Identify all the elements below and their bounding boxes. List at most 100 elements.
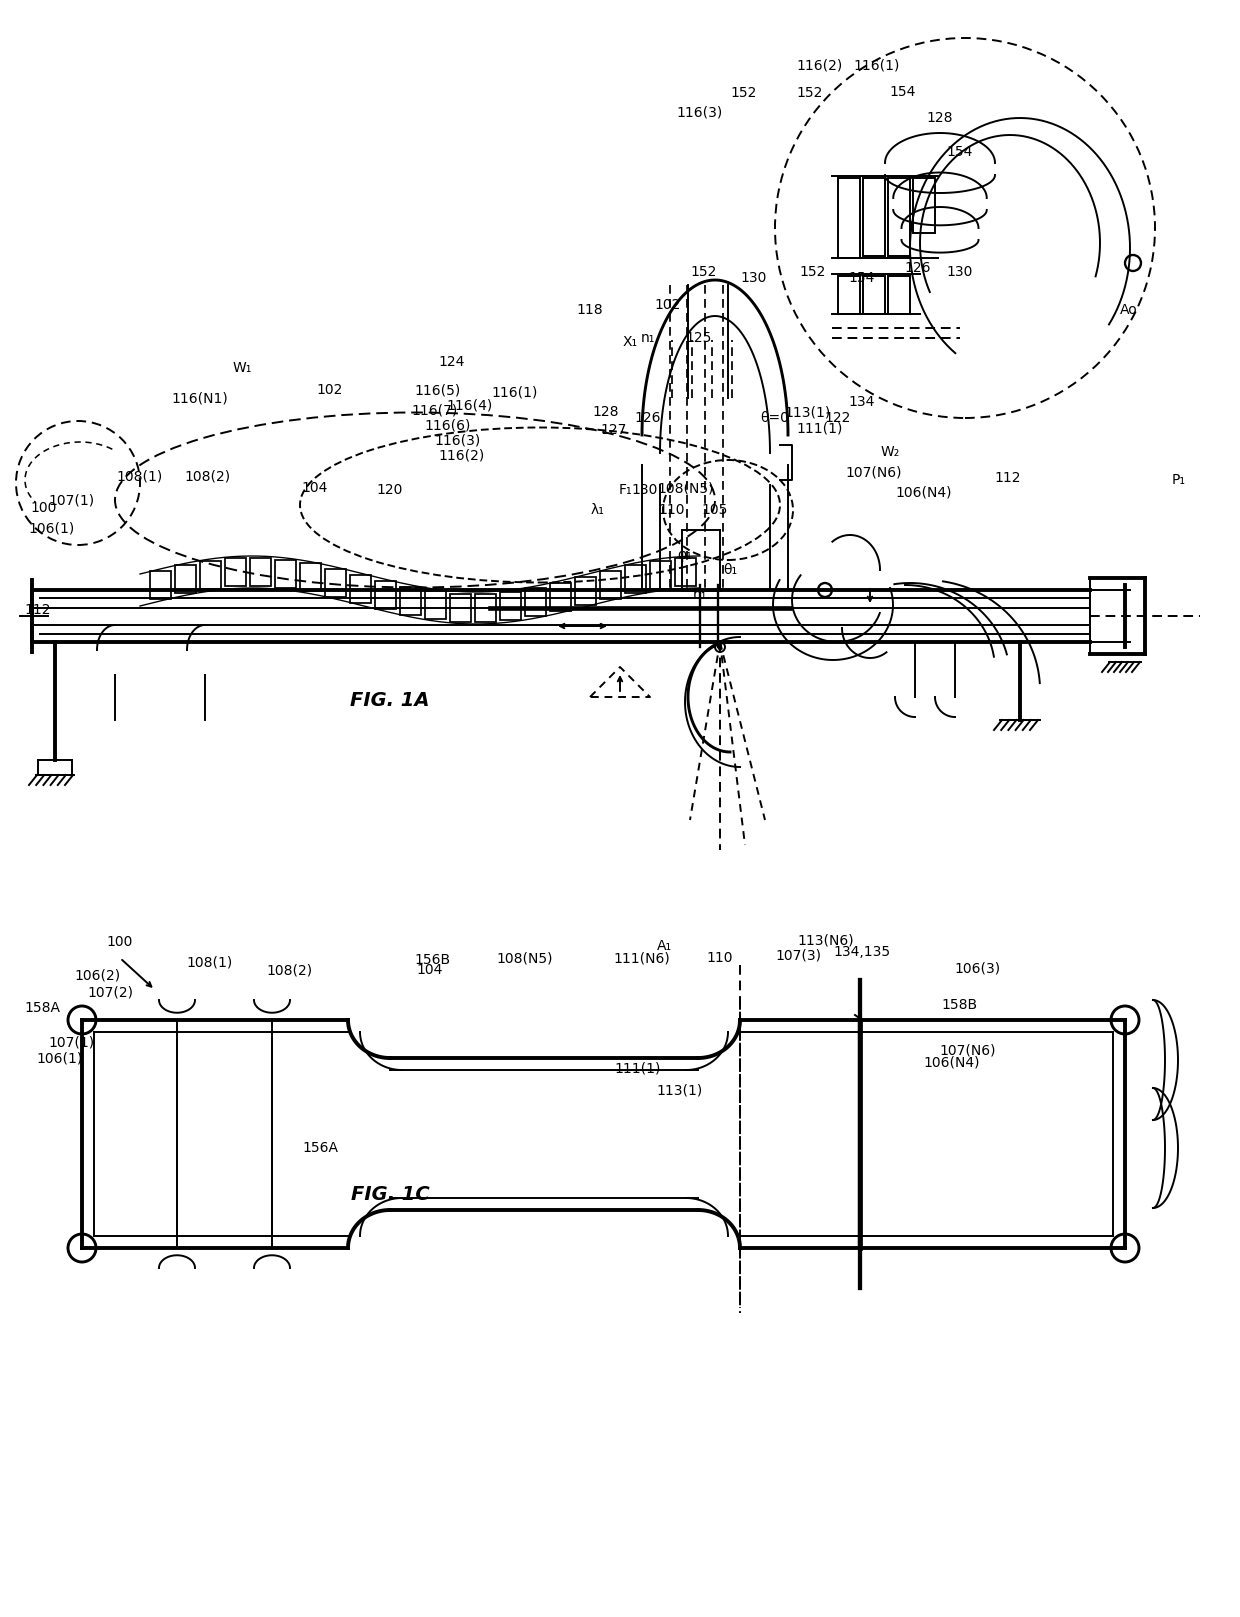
Text: 107(1): 107(1) <box>48 493 95 508</box>
Circle shape <box>1111 1234 1140 1261</box>
Text: 154: 154 <box>947 146 973 158</box>
Text: 106(3): 106(3) <box>955 960 1001 975</box>
Text: 116(3): 116(3) <box>677 105 723 120</box>
Text: 154: 154 <box>890 86 916 99</box>
Bar <box>525 589 546 616</box>
Text: 116(2): 116(2) <box>797 58 843 73</box>
Text: 102: 102 <box>316 383 343 398</box>
Text: 116(4): 116(4) <box>446 398 494 412</box>
Text: 116(N1): 116(N1) <box>171 391 228 404</box>
Text: 105: 105 <box>702 503 728 517</box>
Text: 110: 110 <box>658 503 686 517</box>
Text: 120: 120 <box>377 483 403 496</box>
Bar <box>625 564 646 593</box>
Text: 111(1): 111(1) <box>797 420 843 435</box>
Text: φ₁: φ₁ <box>677 548 692 563</box>
Text: 116(2): 116(2) <box>439 448 485 462</box>
Text: 106(N4): 106(N4) <box>924 1054 980 1069</box>
Text: 108(1): 108(1) <box>117 469 164 483</box>
Text: θ₁: θ₁ <box>723 563 737 577</box>
Text: 100: 100 <box>107 935 133 949</box>
Text: 154: 154 <box>849 272 875 285</box>
Text: 107(N6): 107(N6) <box>940 1043 996 1058</box>
Text: 104: 104 <box>417 964 443 977</box>
Text: F₁: F₁ <box>619 483 632 496</box>
Text: P₁: P₁ <box>1172 474 1185 487</box>
Bar <box>399 587 420 614</box>
Circle shape <box>715 642 725 652</box>
Text: 126: 126 <box>635 411 661 425</box>
Text: 107(1): 107(1) <box>48 1035 95 1049</box>
Text: n₁: n₁ <box>641 331 655 344</box>
Circle shape <box>68 1006 95 1033</box>
Text: 107(3): 107(3) <box>775 948 821 962</box>
Text: 134: 134 <box>848 395 875 409</box>
Text: W₂: W₂ <box>880 445 900 459</box>
Text: 158A: 158A <box>24 1001 60 1015</box>
Text: FIG. 1C: FIG. 1C <box>351 1185 429 1205</box>
Text: 102: 102 <box>655 298 681 312</box>
Text: W₁: W₁ <box>232 361 252 375</box>
Text: 113(1): 113(1) <box>657 1083 703 1096</box>
Text: FIG. 1A: FIG. 1A <box>350 690 430 710</box>
Bar <box>888 277 910 314</box>
Bar <box>150 571 171 598</box>
Text: 108(2): 108(2) <box>267 964 312 977</box>
Text: 130: 130 <box>947 265 973 280</box>
Text: 122: 122 <box>825 411 851 425</box>
Text: 127: 127 <box>601 424 627 437</box>
Text: 118: 118 <box>577 302 604 317</box>
Bar <box>913 178 935 233</box>
Text: 106(1): 106(1) <box>29 521 76 535</box>
Bar <box>500 592 521 621</box>
Circle shape <box>68 1234 95 1261</box>
Text: 108(2): 108(2) <box>185 469 231 483</box>
Text: 158B: 158B <box>942 998 978 1012</box>
Text: 113(1): 113(1) <box>785 404 831 419</box>
Text: 113(N6): 113(N6) <box>797 933 854 948</box>
Text: 156A: 156A <box>303 1142 339 1155</box>
Text: 124: 124 <box>439 356 465 369</box>
Bar <box>549 584 570 611</box>
Text: n₁: n₁ <box>693 589 707 602</box>
Text: 106(N4): 106(N4) <box>895 485 952 500</box>
Text: 107(2): 107(2) <box>87 985 133 999</box>
Text: X₁: X₁ <box>622 335 637 349</box>
Text: 106(2): 106(2) <box>74 969 120 982</box>
Bar <box>838 178 861 259</box>
Text: 152: 152 <box>730 86 758 100</box>
Bar <box>599 571 620 598</box>
Text: 112: 112 <box>25 603 51 618</box>
Text: 107(N6): 107(N6) <box>846 466 903 479</box>
Bar <box>249 558 270 585</box>
Text: 126: 126 <box>905 260 931 275</box>
Bar <box>200 561 221 589</box>
Circle shape <box>1111 1006 1140 1033</box>
Text: θ=0: θ=0 <box>760 411 789 425</box>
Text: 130: 130 <box>632 483 658 496</box>
Text: 152: 152 <box>691 265 717 280</box>
Text: 108(N5): 108(N5) <box>657 480 714 495</box>
Text: 110: 110 <box>707 951 733 965</box>
Text: 130: 130 <box>740 272 768 285</box>
Text: 106(1): 106(1) <box>37 1051 83 1066</box>
Bar <box>888 178 910 255</box>
Text: 108(N5): 108(N5) <box>497 951 553 965</box>
Bar <box>574 577 595 605</box>
Bar <box>650 561 671 589</box>
Text: A₁: A₁ <box>656 939 672 952</box>
Text: 125: 125 <box>684 331 712 344</box>
Text: 116(3): 116(3) <box>435 433 481 446</box>
Circle shape <box>818 584 832 597</box>
Bar <box>175 566 196 593</box>
Text: 128: 128 <box>926 112 954 125</box>
Bar <box>475 593 496 623</box>
Text: 116(6): 116(6) <box>425 419 471 432</box>
Bar <box>675 558 696 587</box>
Text: 111(1): 111(1) <box>615 1061 661 1075</box>
Bar <box>863 178 885 255</box>
Bar <box>274 559 295 589</box>
Text: 156B: 156B <box>414 952 450 967</box>
Text: 128: 128 <box>593 404 619 419</box>
Text: 116(5): 116(5) <box>415 383 461 398</box>
